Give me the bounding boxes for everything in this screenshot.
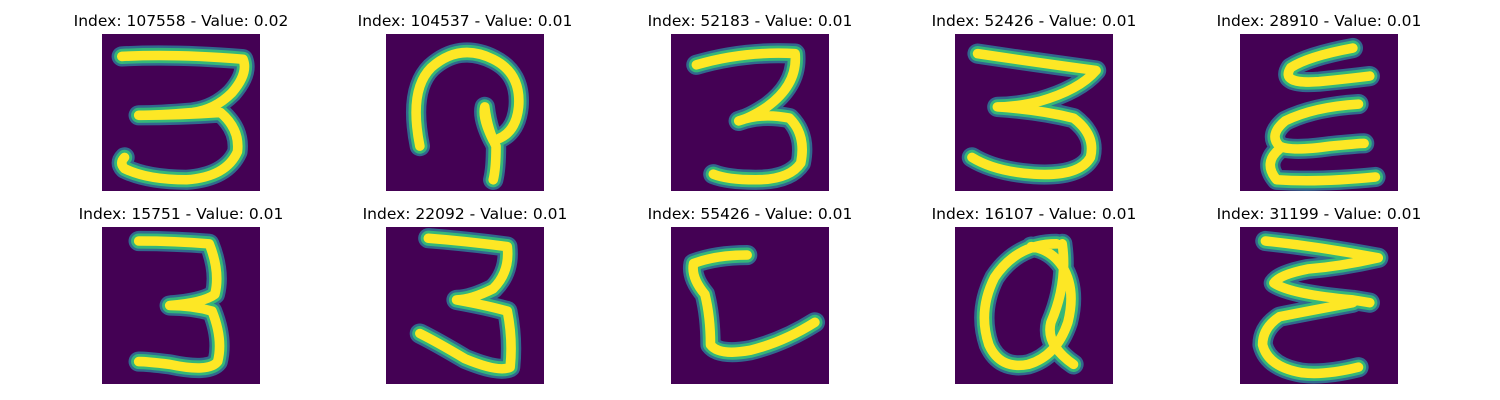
digit-image (102, 227, 260, 384)
panel-title: Index: 52426 - Value: 0.01 (931, 12, 1137, 30)
digit-image (955, 227, 1113, 384)
panel-title: Index: 15751 - Value: 0.01 (78, 205, 284, 223)
panel-title: Index: 107558 - Value: 0.02 (73, 12, 289, 30)
panel-3: Index: 52183 - Value: 0.01 (630, 11, 870, 191)
panel-title: Index: 22092 - Value: 0.01 (362, 205, 568, 223)
panel-8: Index: 55426 - Value: 0.01 (630, 204, 870, 384)
panel-title: Index: 16107 - Value: 0.01 (931, 205, 1137, 223)
panel-10: Index: 31199 - Value: 0.01 (1199, 204, 1439, 384)
digit-image (1240, 34, 1398, 191)
panel-5: Index: 28910 - Value: 0.01 (1199, 11, 1439, 191)
panel-6: Index: 15751 - Value: 0.01 (61, 204, 301, 384)
panel-1: Index: 107558 - Value: 0.02 (61, 11, 301, 191)
panel-4: Index: 52426 - Value: 0.01 (914, 11, 1154, 191)
panel-title: Index: 31199 - Value: 0.01 (1216, 205, 1422, 223)
digit-image (671, 34, 829, 191)
digit-image (1240, 227, 1398, 384)
panel-7: Index: 22092 - Value: 0.01 (345, 204, 585, 384)
digit-image (386, 227, 544, 384)
digit-image (386, 34, 544, 191)
panel-title: Index: 28910 - Value: 0.01 (1216, 12, 1422, 30)
panel-title: Index: 104537 - Value: 0.01 (357, 12, 573, 30)
panel-2: Index: 104537 - Value: 0.01 (345, 11, 585, 191)
digit-image (671, 227, 829, 384)
digit-image (955, 34, 1113, 191)
digit-image (102, 34, 260, 191)
panel-title: Index: 52183 - Value: 0.01 (647, 12, 853, 30)
panel-9: Index: 16107 - Value: 0.01 (914, 204, 1154, 384)
panel-title: Index: 55426 - Value: 0.01 (647, 205, 853, 223)
